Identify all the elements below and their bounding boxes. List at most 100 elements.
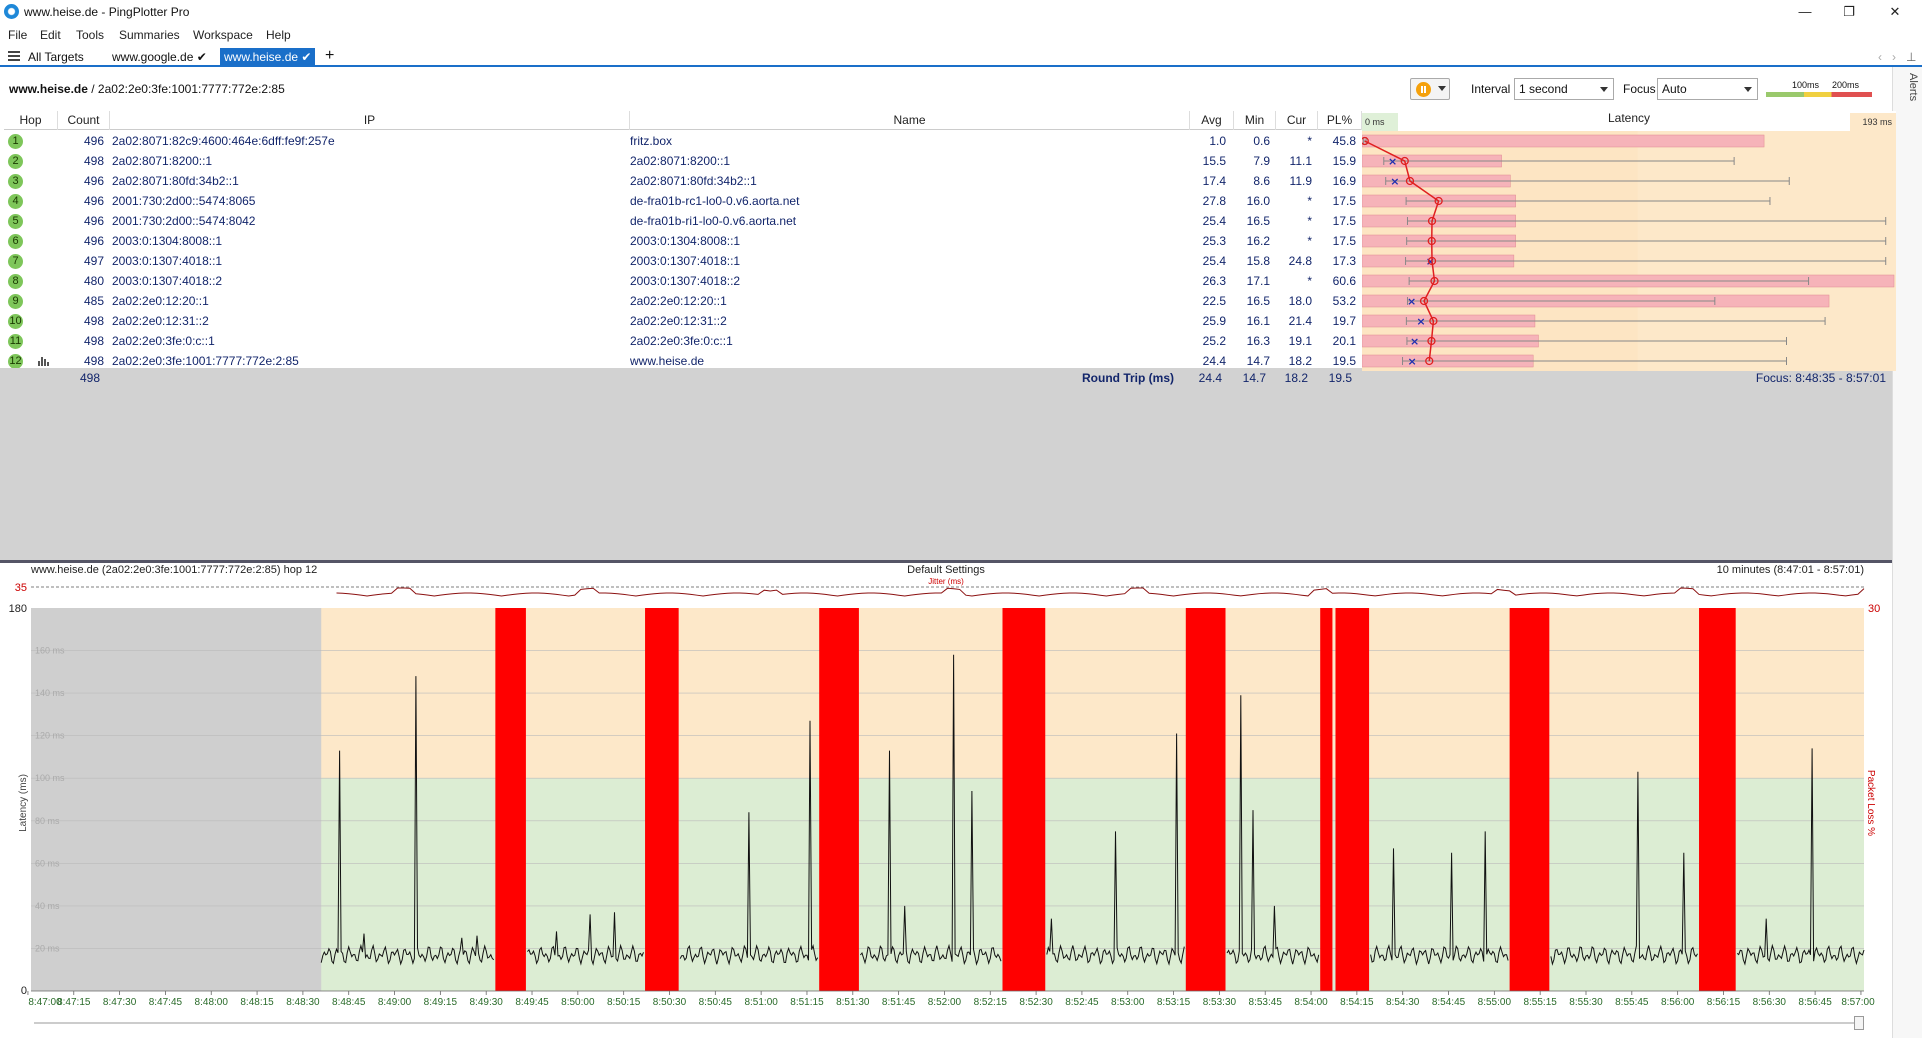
tab-overflow-icon[interactable]: ⊥ [1906, 50, 1917, 64]
table-row[interactable]: 12 498 2a02:2e0:3fe:1001:7777:772e:2:85 www… [4, 351, 1362, 371]
cell-cur: 24.8 [1288, 254, 1312, 268]
app-icon [4, 4, 19, 19]
current-latency-marker: × [1410, 335, 1419, 348]
tab-heise[interactable]: www.heise.de ✔ [220, 48, 316, 66]
x-tick-label: 8:51:00 [744, 997, 778, 1008]
breadcrumb-host: www.heise.de [9, 82, 88, 96]
panel-splitter[interactable] [0, 560, 1892, 563]
cell-pl: 53.2 [1332, 294, 1356, 308]
interval-select[interactable]: 1 second [1514, 78, 1614, 100]
col-cur[interactable]: Cur [1276, 111, 1318, 130]
hop-number-badge: 2 [8, 154, 23, 169]
hop-number-badge: 4 [8, 194, 23, 209]
table-row[interactable]: 4 496 2001:730:2d00::5474:8065 de-fra01b-rc… [4, 191, 1362, 211]
add-tab-icon[interactable]: + [325, 47, 335, 64]
cell-ip: 2a02:8071:82c9:4600:464e:6dff:fe9f:257e [112, 134, 335, 148]
avg-latency-point [1425, 356, 1434, 366]
breadcrumb-address: / 2a02:2e0:3fe:1001:7777:772e:2:85 [87, 82, 285, 96]
tab-all-targets[interactable]: All Targets [28, 50, 84, 64]
cell-count: 496 [83, 194, 104, 208]
packet-loss-bar [645, 608, 679, 991]
table-row[interactable]: 9 485 2a02:2e0:12:20::1 2a02:2e0:12:20::1 22… [4, 291, 1362, 311]
cell-name: 2a02:8071:80fd:34b2::1 [630, 174, 757, 188]
menu-tools[interactable]: Tools [76, 28, 105, 42]
hop-number-badge: 5 [8, 214, 23, 229]
minimize-button[interactable]: — [1798, 4, 1812, 19]
focus-select[interactable]: Auto [1657, 78, 1758, 100]
menu-edit[interactable]: Edit [40, 28, 61, 42]
col-name[interactable]: Name [630, 111, 1190, 130]
x-tick-label: 8:48:00 [195, 997, 229, 1008]
jitter-bg [31, 577, 1864, 603]
col-pl[interactable]: PL% [1318, 111, 1362, 130]
menu-help[interactable]: Help [266, 28, 291, 42]
cell-count: 496 [83, 174, 104, 188]
pause-button[interactable] [1410, 78, 1450, 100]
summary-label: Round Trip (ms) [1082, 371, 1174, 385]
avg-latency-point [1427, 236, 1436, 246]
tab-google-label: www.google.de [112, 50, 194, 64]
menu-summaries[interactable]: Summaries [119, 28, 180, 42]
cell-cur: 19.1 [1288, 334, 1312, 348]
cell-name: de-fra01b-rc1-lo0-0.v6.aorta.net [630, 194, 800, 208]
x-tick-label: 8:53:45 [1249, 997, 1283, 1008]
hamburger-icon[interactable] [8, 51, 20, 61]
cell-name: 2a02:2e0:12:31::2 [630, 314, 727, 328]
table-row[interactable]: 3 496 2a02:8071:80fd:34b2::1 2a02:8071:80fd… [4, 171, 1362, 191]
cell-cur: 18.2 [1288, 354, 1312, 368]
maximize-button[interactable]: ❐ [1843, 4, 1855, 19]
cell-count: 498 [83, 314, 104, 328]
x-tick-label: 8:53:30 [1203, 997, 1237, 1008]
timeline-scrollbar[interactable] [34, 1016, 1864, 1030]
chevron-down-icon[interactable] [1438, 86, 1446, 91]
jitter-max-label: 35 [15, 582, 27, 594]
tab-google[interactable]: www.google.de ✔ [108, 48, 211, 66]
scroll-thumb[interactable] [1854, 1016, 1864, 1030]
table-row[interactable]: 8 480 2003:0:1307:4018::2 2003:0:1307:4018:… [4, 271, 1362, 291]
col-ip[interactable]: IP [110, 111, 630, 130]
y2-tick-max: 30 [1868, 603, 1880, 615]
cell-avg: 15.5 [1202, 154, 1226, 168]
chevron-down-icon [1744, 87, 1752, 92]
menu-file[interactable]: File [8, 28, 28, 42]
cell-ip: 2001:730:2d00::5474:8065 [112, 194, 256, 208]
bar-chart-icon[interactable] [38, 356, 50, 366]
summary-min: 14.7 [1242, 371, 1266, 385]
col-min[interactable]: Min [1234, 111, 1276, 130]
table-row[interactable]: 11 498 2a02:2e0:3fe:0:c::1 2a02:2e0:3fe:0:c… [4, 331, 1362, 351]
cell-name: www.heise.de [630, 354, 705, 368]
cell-ip: 2a02:8071:8200::1 [112, 154, 213, 168]
col-count[interactable]: Count [58, 111, 110, 130]
latency-header-warn-zone [1850, 113, 1896, 131]
menu-bar: File Edit Tools Summaries Workspace Help [0, 24, 1922, 46]
alerts-tab[interactable]: Alerts [1907, 73, 1919, 102]
scroll-right-icon[interactable]: › [1892, 50, 1896, 64]
table-row[interactable]: 10 498 2a02:2e0:12:31::2 2a02:2e0:12:31::2 2… [4, 311, 1362, 331]
col-avg[interactable]: Avg [1190, 111, 1234, 130]
interval-label: Interval [1471, 82, 1511, 96]
focus-label: Focus [1623, 82, 1656, 96]
table-row[interactable]: 5 496 2001:730:2d00::5474:8042 de-fra01b-ri… [4, 211, 1362, 231]
cell-count: 498 [83, 354, 104, 368]
hop-number-badge: 11 [8, 334, 23, 349]
x-tick-label: 8:50:45 [699, 997, 733, 1008]
x-tick-label: 8:56:45 [1798, 997, 1832, 1008]
scroll-left-icon[interactable]: ‹ [1878, 50, 1882, 64]
cell-pl: 17.5 [1332, 234, 1356, 248]
menu-workspace[interactable]: Workspace [193, 28, 253, 42]
cell-count: 496 [83, 214, 104, 228]
table-row[interactable]: 2 498 2a02:8071:8200::1 2a02:8071:8200::1 15… [4, 151, 1362, 171]
pause-icon [1416, 82, 1431, 97]
current-latency-marker: × [1408, 355, 1417, 368]
table-row[interactable]: 6 496 2003:0:1304:8008::1 2003:0:1304:8008:… [4, 231, 1362, 251]
latency-series-line [527, 912, 644, 966]
table-row[interactable]: 7 497 2003:0:1307:4018::1 2003:0:1307:4018:… [4, 251, 1362, 271]
close-button[interactable]: ✕ [1889, 4, 1901, 19]
x-tick-label: 8:48:45 [332, 997, 366, 1008]
table-row[interactable]: 1 496 2a02:8071:82c9:4600:464e:6dff:fe9f:2… [4, 131, 1362, 151]
summary-count: 498 [79, 371, 100, 385]
x-tick-label: 8:47:30 [103, 997, 137, 1008]
summary-avg: 24.4 [1198, 371, 1222, 385]
avg-latency-point [1434, 196, 1443, 206]
col-hop[interactable]: Hop [4, 111, 58, 130]
